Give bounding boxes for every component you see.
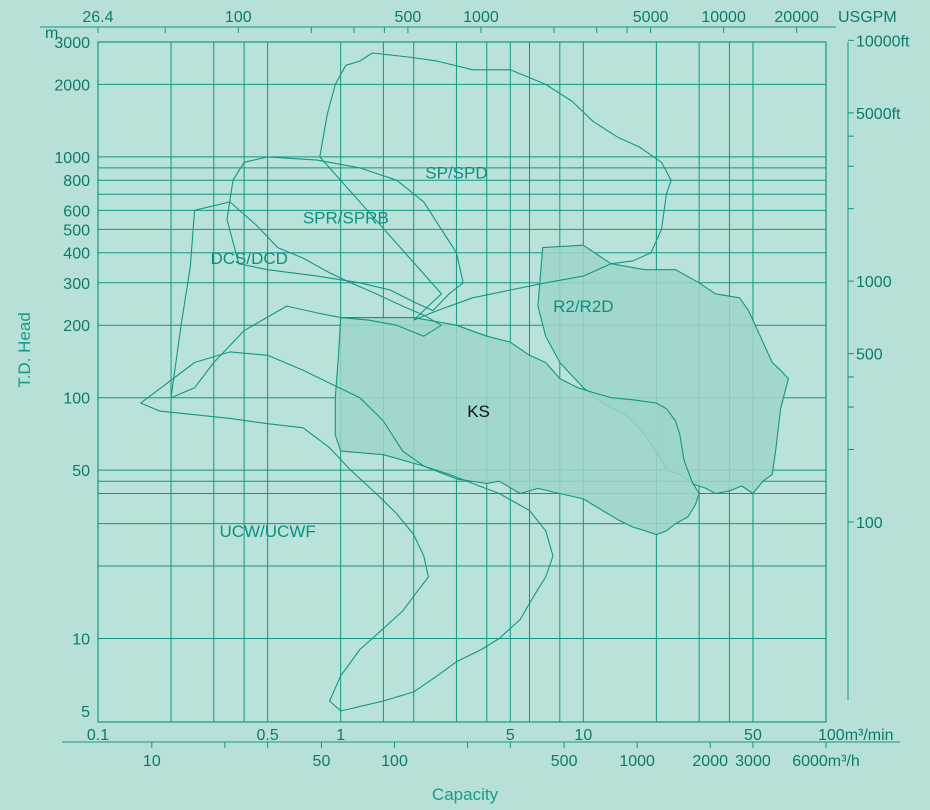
y-axis-title: T.D. Head	[15, 312, 34, 388]
x-tick-label: 1	[336, 727, 345, 744]
x-tick-label: 5	[506, 727, 515, 744]
y2-tick-label: 10000ft	[856, 33, 910, 50]
y-unit-label: m	[45, 25, 58, 42]
region-label-ucw-ucwf: UCW/UCWF	[219, 522, 315, 541]
x-axis-title: Capacity	[432, 785, 499, 804]
y-tick-label: 100	[63, 391, 90, 408]
y-tick-label: 2000	[54, 77, 90, 94]
region-label-dcs-dcd: DCS/DCD	[211, 249, 288, 268]
x-tick-label-secondary: 100	[381, 753, 408, 770]
region-labels: DCS/DCD SPR/SPRB SP/SPD R2/R2D KS UCW/UCWF	[211, 164, 614, 541]
y2-tick-label: 1000	[856, 274, 892, 291]
x2-tick-label: 10000	[701, 9, 746, 26]
region-label-r2-r2d: R2/R2D	[553, 297, 613, 316]
x2-tick-label: 5000	[633, 9, 669, 26]
x-tick-label: 100m³/min	[818, 727, 894, 744]
y-tick-label: 1000	[54, 150, 90, 167]
x-tick-label-secondary: 6000m³/h	[792, 753, 860, 770]
x-tick-label-secondary: 500	[551, 753, 578, 770]
x2-tick-label: 1000	[463, 9, 499, 26]
x-tick-label-secondary: 10	[143, 753, 161, 770]
region-label-spr-sprb: SPR/SPRB	[303, 209, 389, 228]
x2-tick-label: 26.4	[82, 9, 113, 26]
y-tick-label: 600	[63, 203, 90, 220]
region-dcs-dcd	[170, 201, 442, 399]
x-tick-label: 50	[744, 727, 762, 744]
y-tick-label: 500	[63, 222, 90, 239]
y-tick-label: 5	[81, 704, 90, 721]
y2-tick-label: 100	[856, 515, 883, 532]
region-label-ks: KS	[467, 402, 490, 421]
y-tick-label: 400	[63, 246, 90, 263]
region-label-sp-spd: SP/SPD	[425, 164, 487, 183]
x-tick-label-secondary: 3000	[735, 753, 771, 770]
x2-tick-label: 500	[395, 9, 422, 26]
y2-tick-label: 5000ft	[856, 106, 901, 123]
region-ucw-ucwf	[140, 351, 554, 712]
region-ks	[334, 317, 700, 536]
y-tick-label: 3000	[54, 35, 90, 52]
x-tick-label-secondary: 1000	[619, 753, 655, 770]
axes	[40, 26, 900, 748]
x-tick-label-secondary: 50	[313, 753, 331, 770]
y2-tick-label: 500	[856, 347, 883, 364]
x2-unit-label: USGPM	[838, 9, 897, 26]
plot-frame	[97, 41, 827, 723]
y-tick-label: 800	[63, 173, 90, 190]
region-spr-sprb	[226, 156, 464, 312]
y-tick-label: 200	[63, 318, 90, 335]
y-tick-label: 50	[72, 463, 90, 480]
x-tick-label: 0.5	[256, 727, 278, 744]
x2-tick-label: 20000	[774, 9, 819, 26]
y-tick-label: 10	[72, 631, 90, 648]
region-outlines	[140, 52, 789, 712]
x2-tick-label: 100	[225, 9, 252, 26]
region-sp-spd	[319, 52, 672, 321]
tick-labels: 3000 2000 1000 800 600 500 400 300 200 100 50 10 5 m 1…	[45, 9, 910, 770]
x-tick-label: 0.1	[87, 727, 109, 744]
x-tick-label: 10	[574, 727, 592, 744]
x-tick-label-secondary: 2000	[692, 753, 728, 770]
y-tick-label: 300	[63, 276, 90, 293]
